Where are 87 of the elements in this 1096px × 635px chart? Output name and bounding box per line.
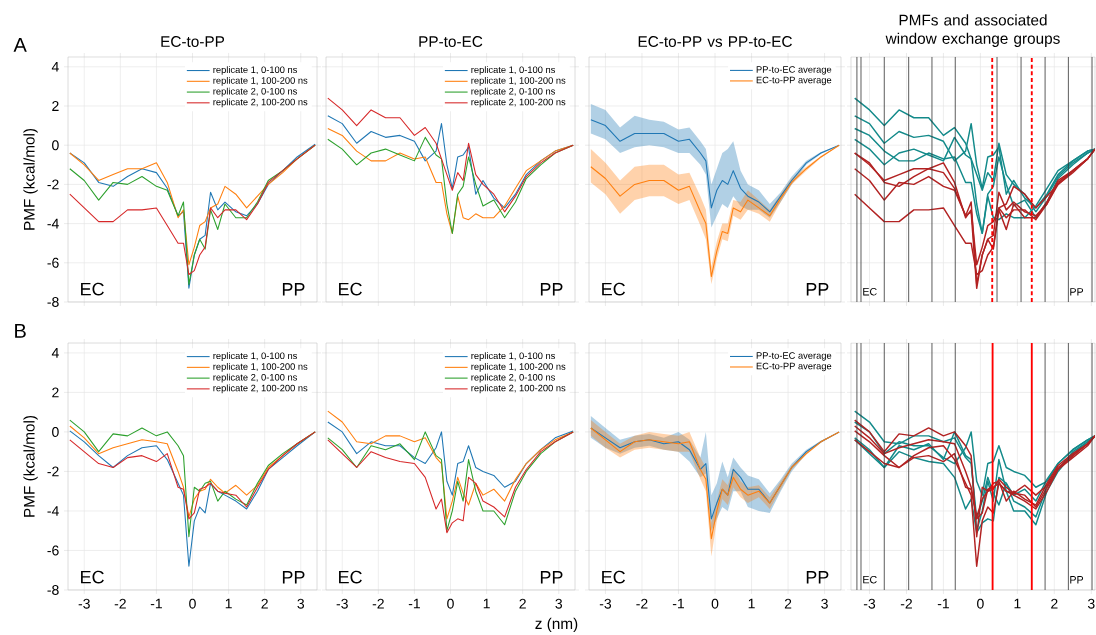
- y-axis-title: PMF (kcal/mol): [23, 128, 38, 230]
- legend-label: replicate 1, 0-100 ns: [471, 66, 556, 75]
- x-tick-label: -1: [672, 598, 685, 609]
- x-axis-title: z (nm): [535, 617, 578, 633]
- annotation: EC: [339, 570, 362, 584]
- x-tick-label: -3: [78, 598, 90, 609]
- text: A: [13, 38, 27, 52]
- legend-label: replicate 1, 100-200 ns: [213, 362, 308, 372]
- y-tick-label: 2: [52, 387, 59, 398]
- text: B: [15, 324, 26, 338]
- annotation: EC: [602, 570, 626, 584]
- annotation: EC: [863, 287, 877, 296]
- x-tick-label: -2: [636, 598, 648, 609]
- legend-label: replicate 2, 100-200 ns: [471, 384, 566, 394]
- x-tick-label: -3: [599, 598, 612, 609]
- annotation: EC: [339, 282, 362, 296]
- y-tick-label: 2: [52, 101, 59, 111]
- x-tick-label: -2: [372, 598, 384, 609]
- y-tick-label: -8: [47, 585, 59, 595]
- y-tick-label: -6: [47, 257, 59, 268]
- y-tick-label: 0: [52, 426, 59, 437]
- annotation: EC: [81, 570, 104, 584]
- x-tick-label: -3: [336, 598, 348, 609]
- y-tick-label: 4: [51, 348, 59, 358]
- legend-label: replicate 1, 100-200 ns: [471, 362, 566, 372]
- y-tick-label: -2: [47, 179, 59, 190]
- x-tick-label: 1: [225, 598, 232, 609]
- x-tick-label: -1: [408, 598, 420, 609]
- legend-label: replicate 1, 0-100 ns: [213, 352, 298, 361]
- x-tick-label: 0: [711, 598, 719, 609]
- legend-label: EC-to-PP average: [756, 76, 832, 86]
- legend-label: PP-to-EC average: [756, 66, 832, 75]
- annotation: PP: [282, 571, 305, 584]
- y-tick-label: 4: [51, 61, 59, 72]
- legend-label: replicate 1, 0-100 ns: [213, 66, 298, 75]
- legend-label: replicate 2, 100-200 ns: [471, 98, 566, 108]
- legend-label: replicate 2, 0-100 ns: [471, 87, 556, 97]
- annotation: PP: [1070, 576, 1084, 584]
- legend-label: replicate 2, 100-200 ns: [213, 98, 308, 108]
- x-tick-label: -1: [937, 598, 949, 609]
- legend-label: replicate 2, 0-100 ns: [213, 373, 298, 383]
- x-tick-label: 3: [821, 598, 828, 609]
- chart-title: EC-to-PP vs PP-to-EC: [638, 36, 792, 47]
- y-tick-label: -8: [47, 297, 59, 307]
- y-tick-label: -2: [47, 466, 59, 477]
- legend-label: replicate 1, 0-100 ns: [471, 352, 556, 361]
- x-tick-label: 2: [519, 598, 526, 609]
- x-tick-label: 0: [977, 598, 984, 609]
- legend-label: replicate 1, 100-200 ns: [213, 76, 308, 86]
- x-tick-label: 1: [1014, 598, 1021, 609]
- annotation: PP: [1070, 288, 1084, 296]
- annotation: PP: [282, 283, 305, 296]
- chart-title: EC-to-PP: [161, 36, 225, 47]
- x-tick-label: -1: [150, 598, 162, 609]
- annotation: PP: [806, 571, 829, 584]
- legend-label: PP-to-EC average: [756, 352, 832, 361]
- x-tick-label: -2: [900, 598, 912, 609]
- y-axis-title: PMF (kcal/mol): [23, 415, 38, 517]
- x-tick-label: 3: [297, 598, 305, 609]
- x-tick-label: 2: [261, 598, 268, 609]
- x-tick-label: 1: [748, 598, 755, 609]
- annotation: EC: [863, 575, 877, 584]
- x-tick-label: 2: [1051, 598, 1058, 609]
- legend-label: replicate 2, 0-100 ns: [471, 373, 556, 383]
- x-tick-label: 2: [784, 598, 792, 609]
- annotation: PP: [540, 571, 563, 584]
- y-tick-label: -4: [47, 218, 59, 229]
- y-tick-label: -6: [47, 545, 59, 556]
- x-tick-label: 3: [555, 598, 563, 609]
- legend-label: replicate 1, 100-200 ns: [471, 76, 566, 86]
- x-tick-label: 1: [483, 598, 490, 609]
- x-tick-label: 3: [1087, 598, 1095, 609]
- y-tick-label: 0: [52, 140, 59, 151]
- legend-label: EC-to-PP average: [756, 362, 832, 372]
- legend-label: replicate 2, 0-100 ns: [213, 87, 298, 97]
- x-tick-label: -2: [114, 598, 126, 609]
- annotation: EC: [81, 282, 104, 296]
- chart-title: PMFs and associated window exchange groups: [885, 14, 1060, 47]
- annotation: EC: [602, 282, 626, 296]
- chart-title: PP-to-EC: [419, 36, 483, 47]
- annotation: PP: [806, 283, 829, 296]
- legend-label: replicate 2, 100-200 ns: [213, 384, 308, 394]
- x-tick-label: 0: [189, 598, 196, 609]
- x-tick-label: 0: [447, 598, 454, 609]
- y-tick-label: -4: [47, 506, 59, 516]
- annotation: PP: [540, 283, 563, 296]
- x-tick-label: -3: [863, 598, 876, 609]
